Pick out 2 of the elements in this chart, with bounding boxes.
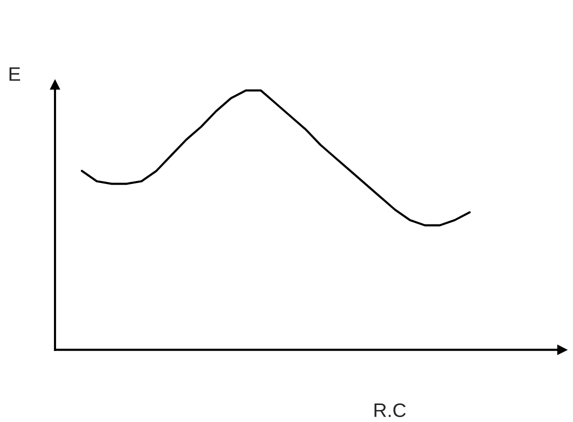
y-axis-title: E [10, 67, 20, 81]
x-axis-title: R.C [374, 403, 406, 418]
